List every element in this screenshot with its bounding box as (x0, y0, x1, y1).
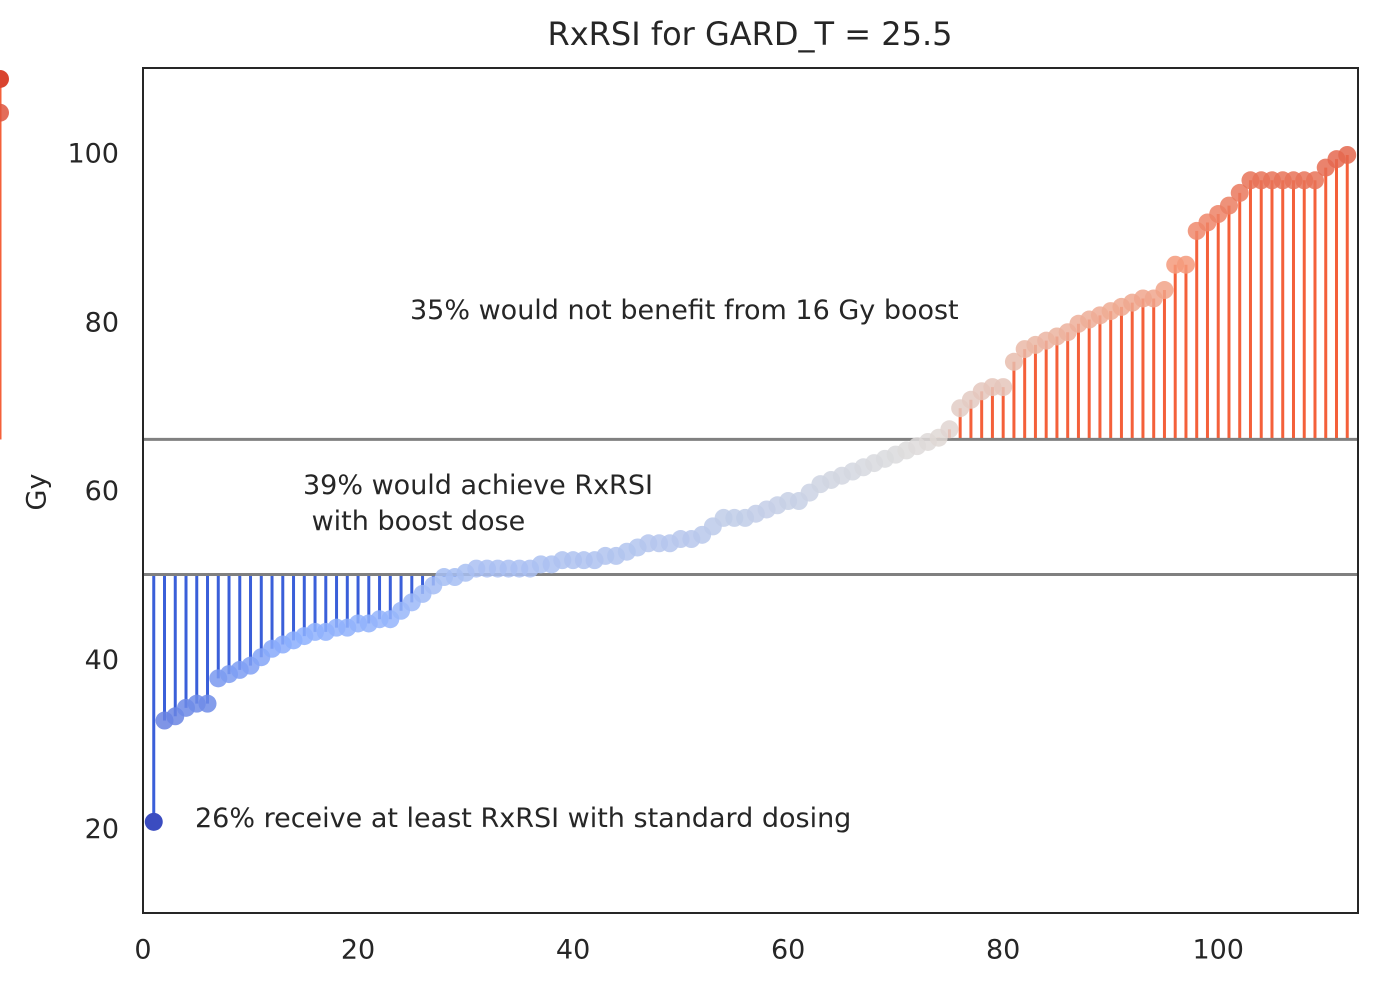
x-tick-label: 80 (986, 935, 1020, 966)
x-tick-label: 0 (134, 935, 151, 966)
point (1155, 281, 1174, 300)
point (1230, 183, 1249, 202)
point (144, 812, 163, 831)
y-tick-label: 80 (85, 307, 119, 338)
annotation: 39% would achieve RxRSI with boost dose (303, 470, 653, 537)
point (198, 694, 217, 713)
y-tick-label: 60 (85, 476, 119, 507)
y-tick-label: 100 (67, 138, 119, 169)
point (0, 103, 9, 122)
x-tick-label: 60 (771, 935, 805, 966)
y-tick-label: 20 (85, 814, 119, 845)
chart-title: RxRSI for GARD_T = 25.5 (547, 15, 952, 53)
point (0, 69, 9, 88)
point (940, 420, 959, 439)
point (1338, 145, 1357, 164)
x-tick-label: 40 (556, 935, 590, 966)
plot-frame (142, 67, 1359, 914)
y-axis-label: Gy (22, 474, 53, 511)
point (1305, 171, 1324, 190)
point (994, 378, 1013, 397)
annotation: 35% would not benefit from 16 Gy boost (410, 295, 959, 326)
point (1219, 196, 1238, 215)
y-tick-label: 40 (85, 645, 119, 676)
x-tick-label: 100 (1192, 935, 1244, 966)
x-tick-label: 20 (341, 935, 375, 966)
point (1004, 352, 1023, 371)
point (1176, 255, 1195, 274)
annotation: 26% receive at least RxRSI with standard… (195, 803, 852, 834)
